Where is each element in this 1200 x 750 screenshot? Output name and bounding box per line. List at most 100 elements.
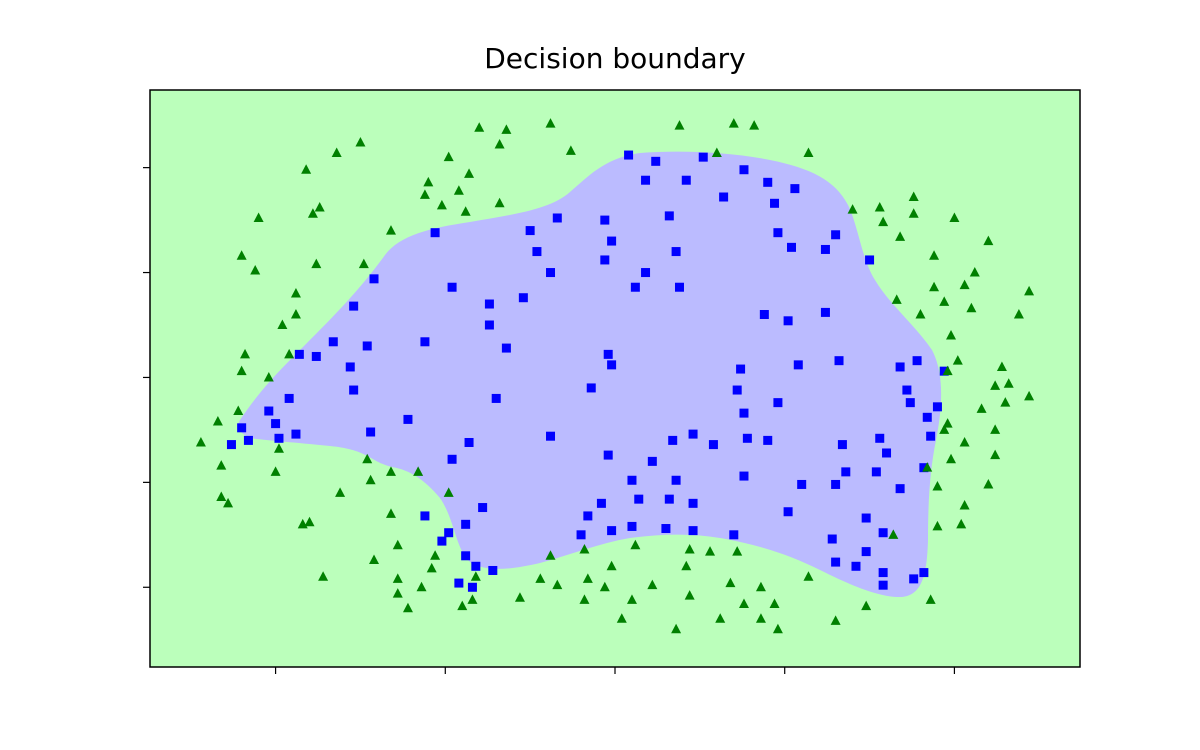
triangle-point: [304, 516, 315, 527]
square-point: [939, 366, 949, 376]
square-point: [688, 429, 698, 439]
triangle-point: [318, 571, 329, 581]
triangle-point: [922, 462, 933, 472]
square-point: [895, 362, 905, 372]
decision-region: [238, 151, 942, 598]
triangle-point: [358, 258, 369, 269]
triangle-point: [996, 361, 1007, 371]
triangle-point: [355, 136, 366, 147]
triangle-point: [419, 189, 430, 199]
triangle-point: [939, 296, 950, 306]
square-point: [698, 152, 708, 162]
triangle-point: [1003, 378, 1014, 388]
square-point: [831, 557, 841, 567]
square-point: [912, 356, 922, 366]
square-point: [284, 393, 294, 403]
triangle-point: [684, 590, 695, 600]
square-point: [739, 165, 749, 175]
triangle-point: [1024, 285, 1035, 296]
square-point: [403, 414, 413, 424]
square-point: [600, 215, 610, 225]
square-point: [603, 450, 613, 460]
triangle-point: [671, 623, 682, 634]
square-point: [773, 228, 783, 238]
square-point: [834, 356, 844, 366]
square-point: [237, 423, 247, 433]
square-point: [708, 440, 718, 450]
triangle-point: [755, 613, 766, 623]
triangle-point: [392, 573, 403, 583]
square-point: [797, 479, 807, 489]
triangle-point: [755, 581, 766, 592]
triangle-point: [983, 235, 994, 246]
triangle-point: [453, 185, 464, 195]
square-point: [461, 551, 471, 561]
triangle-point: [732, 546, 743, 556]
triangle-point: [990, 449, 1001, 460]
triangle-point: [959, 279, 970, 290]
triangle-point: [969, 267, 980, 277]
triangle-point: [803, 571, 814, 581]
square-point: [362, 341, 372, 351]
triangle-point: [402, 602, 413, 613]
triangle-point: [959, 499, 970, 510]
square-point: [742, 433, 752, 443]
square-point: [243, 435, 253, 445]
triangle-point: [195, 436, 206, 447]
triangle-point: [711, 147, 722, 157]
triangle-point: [725, 577, 736, 588]
triangle-point: [674, 120, 685, 130]
square-point: [736, 364, 746, 374]
triangle-point: [769, 598, 780, 609]
square-point: [878, 580, 888, 590]
square-point: [226, 440, 236, 450]
square-point: [875, 433, 885, 443]
square-point: [484, 320, 494, 330]
triangle-point: [728, 118, 739, 128]
square-point: [837, 440, 847, 450]
square-point: [624, 150, 634, 160]
square-point: [484, 299, 494, 309]
triangle-point: [647, 579, 658, 590]
square-point: [552, 213, 562, 223]
square-point: [291, 429, 301, 439]
square-point: [909, 574, 919, 584]
triangle-point: [443, 487, 454, 497]
square-point: [827, 534, 837, 544]
triangle-point: [915, 309, 926, 319]
triangle-point: [599, 581, 610, 592]
triangle-point: [803, 147, 814, 157]
triangle-point: [436, 199, 447, 210]
triangle-point: [929, 250, 940, 260]
square-point: [600, 255, 610, 265]
triangle-point: [216, 491, 227, 502]
triangle-point: [273, 443, 284, 453]
square-point: [349, 301, 359, 311]
square-point: [641, 175, 651, 185]
square-point: [865, 255, 875, 265]
triangle-point: [443, 151, 454, 162]
square-point: [491, 393, 501, 403]
triangle-point: [331, 147, 342, 157]
square-point: [518, 293, 528, 303]
square-point: [420, 337, 430, 347]
square-point: [271, 419, 281, 429]
square-point: [688, 526, 698, 536]
triangle-point: [423, 176, 434, 187]
triangle-point: [738, 598, 749, 609]
triangle-point: [385, 225, 396, 235]
triangle-point: [270, 466, 281, 476]
triangle-point: [966, 302, 977, 313]
square-point: [671, 247, 681, 257]
triangle-point: [385, 508, 396, 518]
square-point: [627, 475, 637, 485]
triangle-point: [579, 544, 590, 554]
triangle-point: [223, 497, 234, 508]
square-point: [882, 448, 892, 458]
square-point: [681, 175, 691, 185]
square-point: [525, 226, 535, 236]
square-point: [895, 484, 905, 494]
square-point: [919, 463, 929, 473]
triangle-point: [392, 588, 403, 598]
